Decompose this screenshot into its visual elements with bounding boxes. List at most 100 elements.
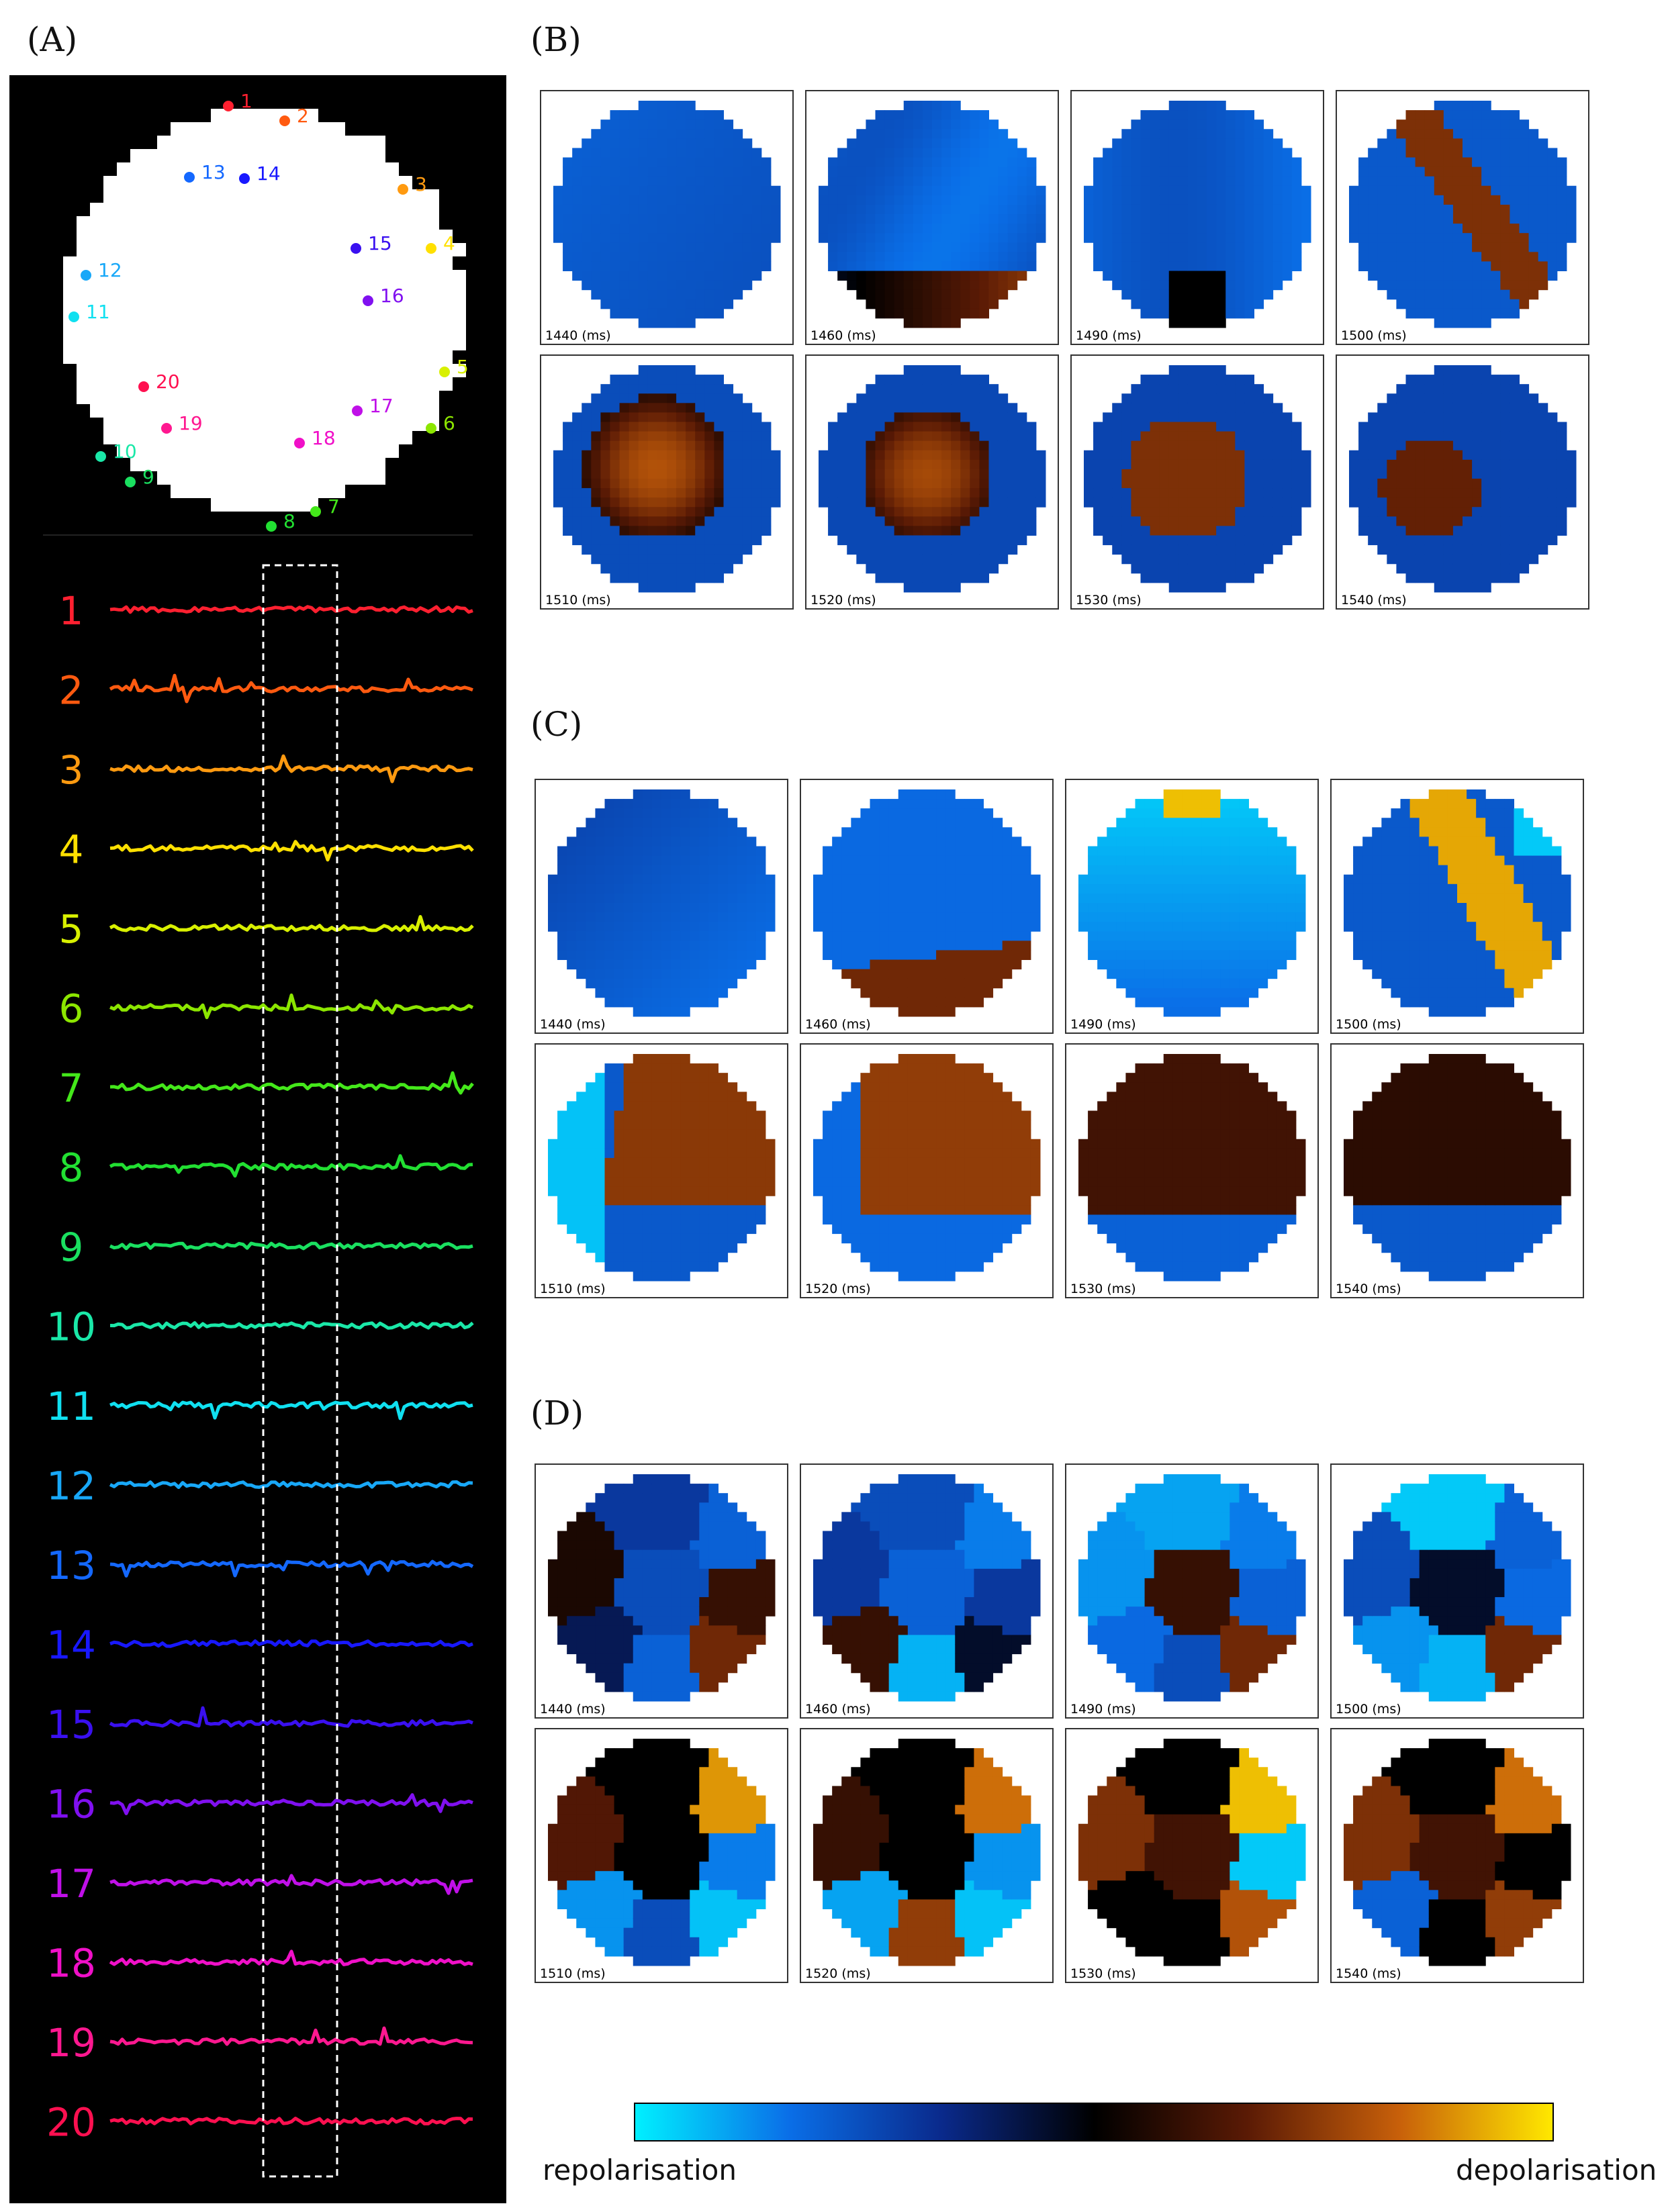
heatmap-cell	[1159, 252, 1170, 262]
heatmap-cell	[1154, 808, 1164, 818]
heatmap-cell	[1263, 516, 1274, 526]
heatmap-cell	[988, 479, 999, 489]
heatmap-cell	[1510, 516, 1520, 526]
heatmap-cell	[1528, 261, 1539, 271]
heatmap-cell	[1291, 479, 1302, 489]
heatmap-cell	[1244, 573, 1254, 583]
heatmap-cell	[941, 431, 952, 442]
heatmap-cell	[1150, 271, 1160, 281]
heatmap-cell	[657, 393, 667, 403]
heatmap-cell	[1088, 903, 1098, 913]
heatmap-cell	[1187, 119, 1198, 130]
heatmap-cell	[638, 431, 649, 442]
heatmap-cell	[907, 808, 918, 818]
heatmap-cell	[1178, 299, 1189, 309]
heatmap-cell	[591, 185, 601, 196]
heatmap-cell	[708, 959, 719, 970]
heatmap-cell	[708, 883, 719, 894]
heatmap-cell	[1463, 129, 1473, 139]
heatmap-cell	[704, 308, 714, 319]
heatmap-cell	[1244, 375, 1254, 385]
electrode-dot-11	[68, 311, 79, 322]
heatmap-cell	[922, 479, 933, 489]
heatmap-cell	[907, 855, 918, 866]
heatmap-cell	[614, 941, 624, 951]
heatmap-cell	[1519, 176, 1530, 187]
heatmap-cell	[1103, 271, 1113, 281]
heatmap-cell	[1159, 422, 1170, 432]
heatmap-cell	[1187, 289, 1198, 300]
heatmap-cell	[548, 893, 558, 904]
heatmap-cell	[879, 846, 890, 857]
trace-label-1: 1	[59, 588, 84, 634]
heatmap-cell	[1377, 469, 1387, 479]
heatmap-cell	[751, 271, 762, 281]
heatmap-cell	[714, 516, 724, 526]
heatmap-cell	[1396, 526, 1406, 536]
heatmap-cell	[1026, 526, 1037, 536]
heatmap-cell	[898, 893, 909, 904]
heatmap-cell	[1510, 119, 1520, 130]
heatmap-cell	[686, 261, 696, 271]
heatmap-cell	[841, 969, 851, 979]
heatmap-cell	[557, 874, 567, 885]
heatmap-cell	[974, 988, 984, 998]
heatmap-cell	[604, 874, 615, 885]
heatmap-cell	[614, 988, 624, 998]
heatmap-cell	[1140, 233, 1151, 243]
heatmap-cell	[1500, 393, 1510, 403]
heatmap-cell	[951, 554, 961, 565]
heatmap-cell	[970, 573, 980, 583]
heatmap-cell	[1415, 563, 1426, 574]
heatmap-cell	[1519, 148, 1530, 158]
heatmap-cell	[714, 459, 724, 470]
heatmap-cell	[629, 119, 639, 130]
electrode-dot-17	[352, 405, 363, 416]
heatmap-cell	[932, 157, 942, 168]
heatmap-cell	[746, 950, 757, 960]
heatmap-cell	[1097, 846, 1107, 857]
heatmap-cell	[629, 157, 639, 168]
heatmap-cell	[1035, 233, 1046, 243]
heatmap-cell	[1017, 422, 1027, 432]
heatmap-cell	[1131, 271, 1141, 281]
heatmap-cell	[964, 799, 974, 809]
heatmap-cell	[642, 1006, 653, 1017]
heatmap-cell	[761, 459, 772, 470]
electrode-map-label-15: 15	[368, 232, 392, 254]
heatmap-cell	[1163, 969, 1174, 979]
heatmap-cell	[591, 148, 601, 158]
heatmap-cell	[866, 214, 876, 224]
map-disk-row	[77, 391, 439, 404]
heatmap-cell	[1282, 516, 1293, 526]
heatmap-cell	[657, 544, 667, 555]
heatmap-cell	[1443, 535, 1454, 546]
heatmap-cell	[1500, 289, 1510, 300]
heatmap-cell	[733, 271, 743, 281]
heatmap-cell	[633, 922, 643, 932]
heatmap-cell	[686, 497, 696, 508]
heatmap-cell	[714, 242, 724, 252]
heatmap-cell	[1519, 459, 1530, 470]
heatmap-cell	[1112, 412, 1122, 422]
heatmap-cell	[619, 563, 630, 574]
heatmap-cell	[988, 129, 999, 139]
heatmap-cell	[1248, 836, 1259, 847]
heatmap-cell	[576, 836, 586, 847]
heatmap-cell	[1424, 479, 1435, 489]
heatmap-cell	[595, 941, 605, 951]
heatmap-cell	[1547, 469, 1558, 479]
heatmap-cell	[927, 1006, 937, 1017]
heatmap-cell	[875, 204, 886, 215]
heatmap-cell	[572, 431, 582, 442]
heatmap-cell	[894, 280, 905, 291]
heatmap-cell	[1168, 488, 1179, 498]
heatmap-cell	[932, 110, 942, 120]
heatmap-cell	[586, 818, 596, 828]
heatmap-cell	[970, 289, 980, 300]
heatmap-cell	[633, 836, 643, 847]
heatmap-cell	[1163, 1006, 1174, 1017]
heatmap-cell	[704, 280, 714, 291]
heatmap-cell	[1178, 507, 1189, 517]
heatmap-cell	[1282, 450, 1293, 461]
